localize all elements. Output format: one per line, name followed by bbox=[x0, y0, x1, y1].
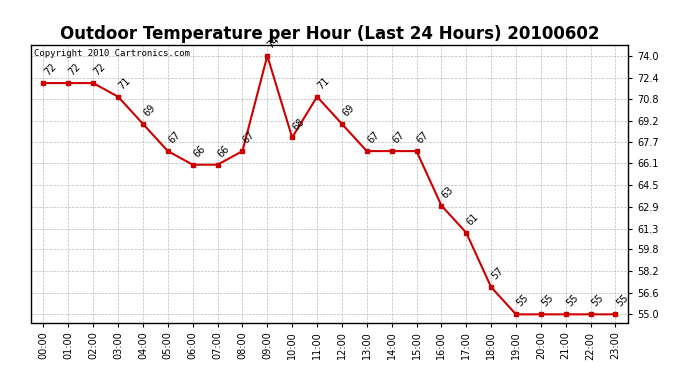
Text: 68: 68 bbox=[290, 116, 306, 132]
Title: Outdoor Temperature per Hour (Last 24 Hours) 20100602: Outdoor Temperature per Hour (Last 24 Ho… bbox=[60, 26, 599, 44]
Text: 55: 55 bbox=[614, 293, 630, 309]
Text: 67: 67 bbox=[241, 130, 257, 146]
Text: 72: 72 bbox=[92, 62, 108, 78]
Text: 74: 74 bbox=[266, 34, 282, 50]
Text: 66: 66 bbox=[216, 143, 232, 159]
Text: 66: 66 bbox=[191, 143, 207, 159]
Text: 71: 71 bbox=[117, 75, 132, 91]
Text: Copyright 2010 Cartronics.com: Copyright 2010 Cartronics.com bbox=[34, 49, 190, 58]
Text: 55: 55 bbox=[589, 293, 605, 309]
Text: 69: 69 bbox=[141, 103, 157, 118]
Text: 67: 67 bbox=[391, 130, 406, 146]
Text: 57: 57 bbox=[490, 266, 506, 282]
Text: 55: 55 bbox=[515, 293, 531, 309]
Text: 71: 71 bbox=[315, 75, 331, 91]
Text: 63: 63 bbox=[440, 184, 455, 200]
Text: 72: 72 bbox=[67, 62, 83, 78]
Text: 72: 72 bbox=[42, 62, 58, 78]
Text: 55: 55 bbox=[564, 293, 580, 309]
Text: 67: 67 bbox=[166, 130, 182, 146]
Text: 67: 67 bbox=[415, 130, 431, 146]
Text: 55: 55 bbox=[540, 293, 555, 309]
Text: 69: 69 bbox=[341, 103, 356, 118]
Text: 67: 67 bbox=[366, 130, 381, 146]
Text: 61: 61 bbox=[465, 211, 481, 227]
